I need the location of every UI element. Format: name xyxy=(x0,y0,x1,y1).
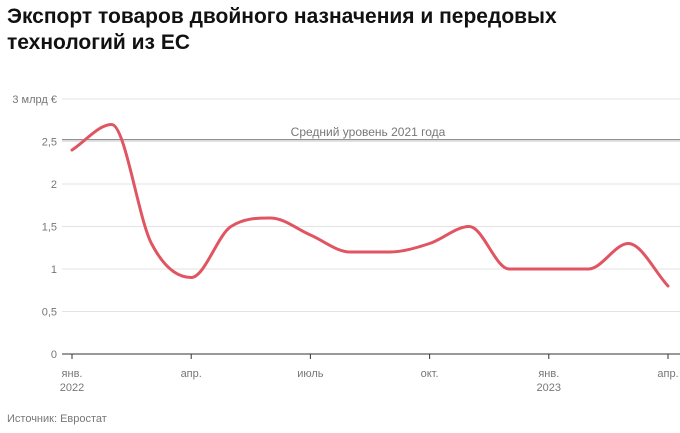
x-tick-label: апр. xyxy=(181,368,202,380)
x-tick-label: янв. xyxy=(62,368,83,380)
x-tick-label: янв. xyxy=(538,368,559,380)
x-tick-label: апр. xyxy=(657,368,678,380)
series-line xyxy=(70,123,670,288)
y-tick-label: 2,5 xyxy=(42,137,57,149)
axes: 0 0,5 1 1,5 2 2,5 3 млрд € янв. 2022 апр. июль окт.… xyxy=(12,94,680,394)
x-tick-label: окт. xyxy=(421,368,439,380)
y-tick-label: 1,5 xyxy=(42,222,57,234)
y-tick-label: 0,5 xyxy=(42,307,57,319)
reference-line-label: Средний уровень 2021 года xyxy=(291,125,446,139)
y-tick-label: 3 млрд € xyxy=(12,94,57,106)
source-note: Источник: Евростат xyxy=(7,413,107,425)
series-layer xyxy=(70,123,670,288)
x-tick-label: июль xyxy=(297,368,324,380)
y-tick-label: 0 xyxy=(51,349,57,361)
x-tick-year-label: 2023 xyxy=(537,382,561,394)
reference-line-group: Средний уровень 2021 года xyxy=(62,125,680,141)
x-tick-year-label: 2022 xyxy=(60,382,84,394)
y-tick-label: 1 xyxy=(51,264,57,276)
chart-title: Экспорт товаров двойного назначения и пе… xyxy=(7,5,557,54)
y-tick-label: 2 xyxy=(51,179,57,191)
